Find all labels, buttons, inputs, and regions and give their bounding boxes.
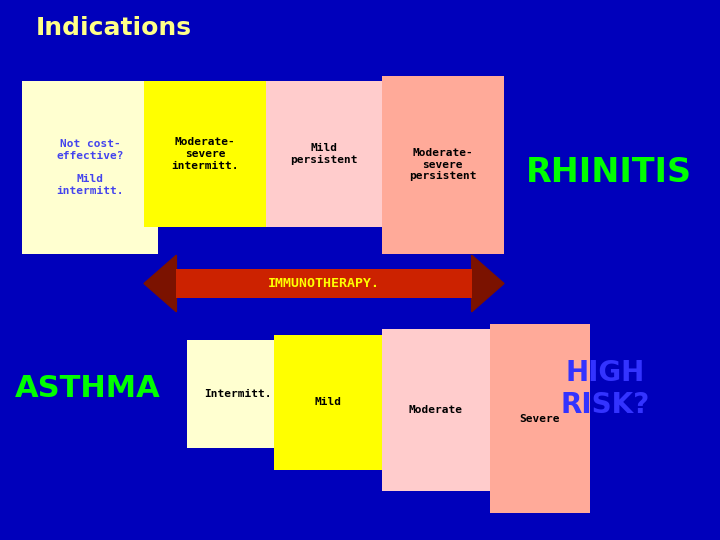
Text: Moderate: Moderate xyxy=(409,406,462,415)
FancyBboxPatch shape xyxy=(382,76,504,254)
FancyBboxPatch shape xyxy=(274,335,382,470)
Text: Severe: Severe xyxy=(520,414,560,423)
Text: HIGH
RISK?: HIGH RISK? xyxy=(560,359,649,419)
Text: RHINITIS: RHINITIS xyxy=(526,156,692,190)
FancyBboxPatch shape xyxy=(144,81,266,227)
Polygon shape xyxy=(144,255,176,312)
Text: ASTHMA: ASTHMA xyxy=(14,374,160,403)
FancyBboxPatch shape xyxy=(22,81,158,254)
Text: Mild
persistent: Mild persistent xyxy=(290,143,358,165)
Text: Intermitt.: Intermitt. xyxy=(204,389,271,399)
FancyBboxPatch shape xyxy=(176,269,472,298)
FancyBboxPatch shape xyxy=(266,81,382,227)
FancyBboxPatch shape xyxy=(382,329,490,491)
Text: Moderate-
severe
persistent: Moderate- severe persistent xyxy=(409,148,477,181)
Text: Mild: Mild xyxy=(314,397,341,407)
Polygon shape xyxy=(472,255,504,312)
Text: Indications: Indications xyxy=(36,16,192,40)
Text: IMMUNOTHERAPY.: IMMUNOTHERAPY. xyxy=(268,277,380,290)
Text: Moderate-
severe
intermitt.: Moderate- severe intermitt. xyxy=(171,137,239,171)
Text: Not cost-
effective?

Mild
intermitt.: Not cost- effective? Mild intermitt. xyxy=(56,139,124,195)
FancyBboxPatch shape xyxy=(490,324,590,513)
FancyBboxPatch shape xyxy=(187,340,288,448)
FancyBboxPatch shape xyxy=(176,269,472,298)
